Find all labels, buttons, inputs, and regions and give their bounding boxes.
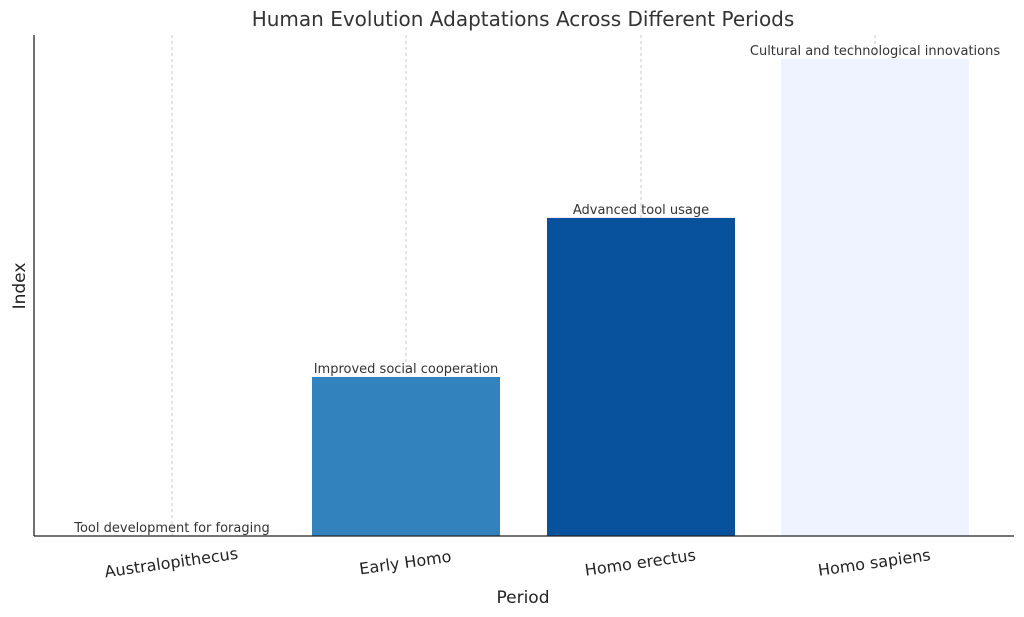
bar-homo-sapiens [781, 58, 969, 536]
x-tick-label-homo-erectus: Homo erectus [584, 545, 697, 579]
annotation-layer: Tool development for foraging Improved so… [73, 44, 1000, 536]
bar-annotation-early-homo: Improved social cooperation [314, 362, 499, 377]
bar-layer [312, 58, 969, 536]
x-tick-label-homo-sapiens: Homo sapiens [817, 545, 932, 580]
grid-layer [171, 35, 876, 536]
bar-homo-erectus [547, 217, 735, 536]
bar-early-homo [312, 376, 500, 536]
x-tick-layer: Australopithecus Early Homo Homo erectus Ho… [103, 544, 931, 582]
bar-annotation-homo-sapiens: Cultural and technological innovations [750, 44, 1000, 59]
y-axis-label: Index [10, 263, 30, 310]
bar-annotation-australopithecus: Tool development for foraging [73, 521, 269, 536]
bar-annotation-homo-erectus: Advanced tool usage [573, 203, 709, 218]
x-tick-label-australopithecus: Australopithecus [103, 544, 239, 582]
x-tick-label-early-homo: Early Homo [358, 547, 452, 579]
chart-title: Human Evolution Adaptations Across Diffe… [252, 7, 795, 31]
x-axis-label: Period [496, 588, 549, 608]
